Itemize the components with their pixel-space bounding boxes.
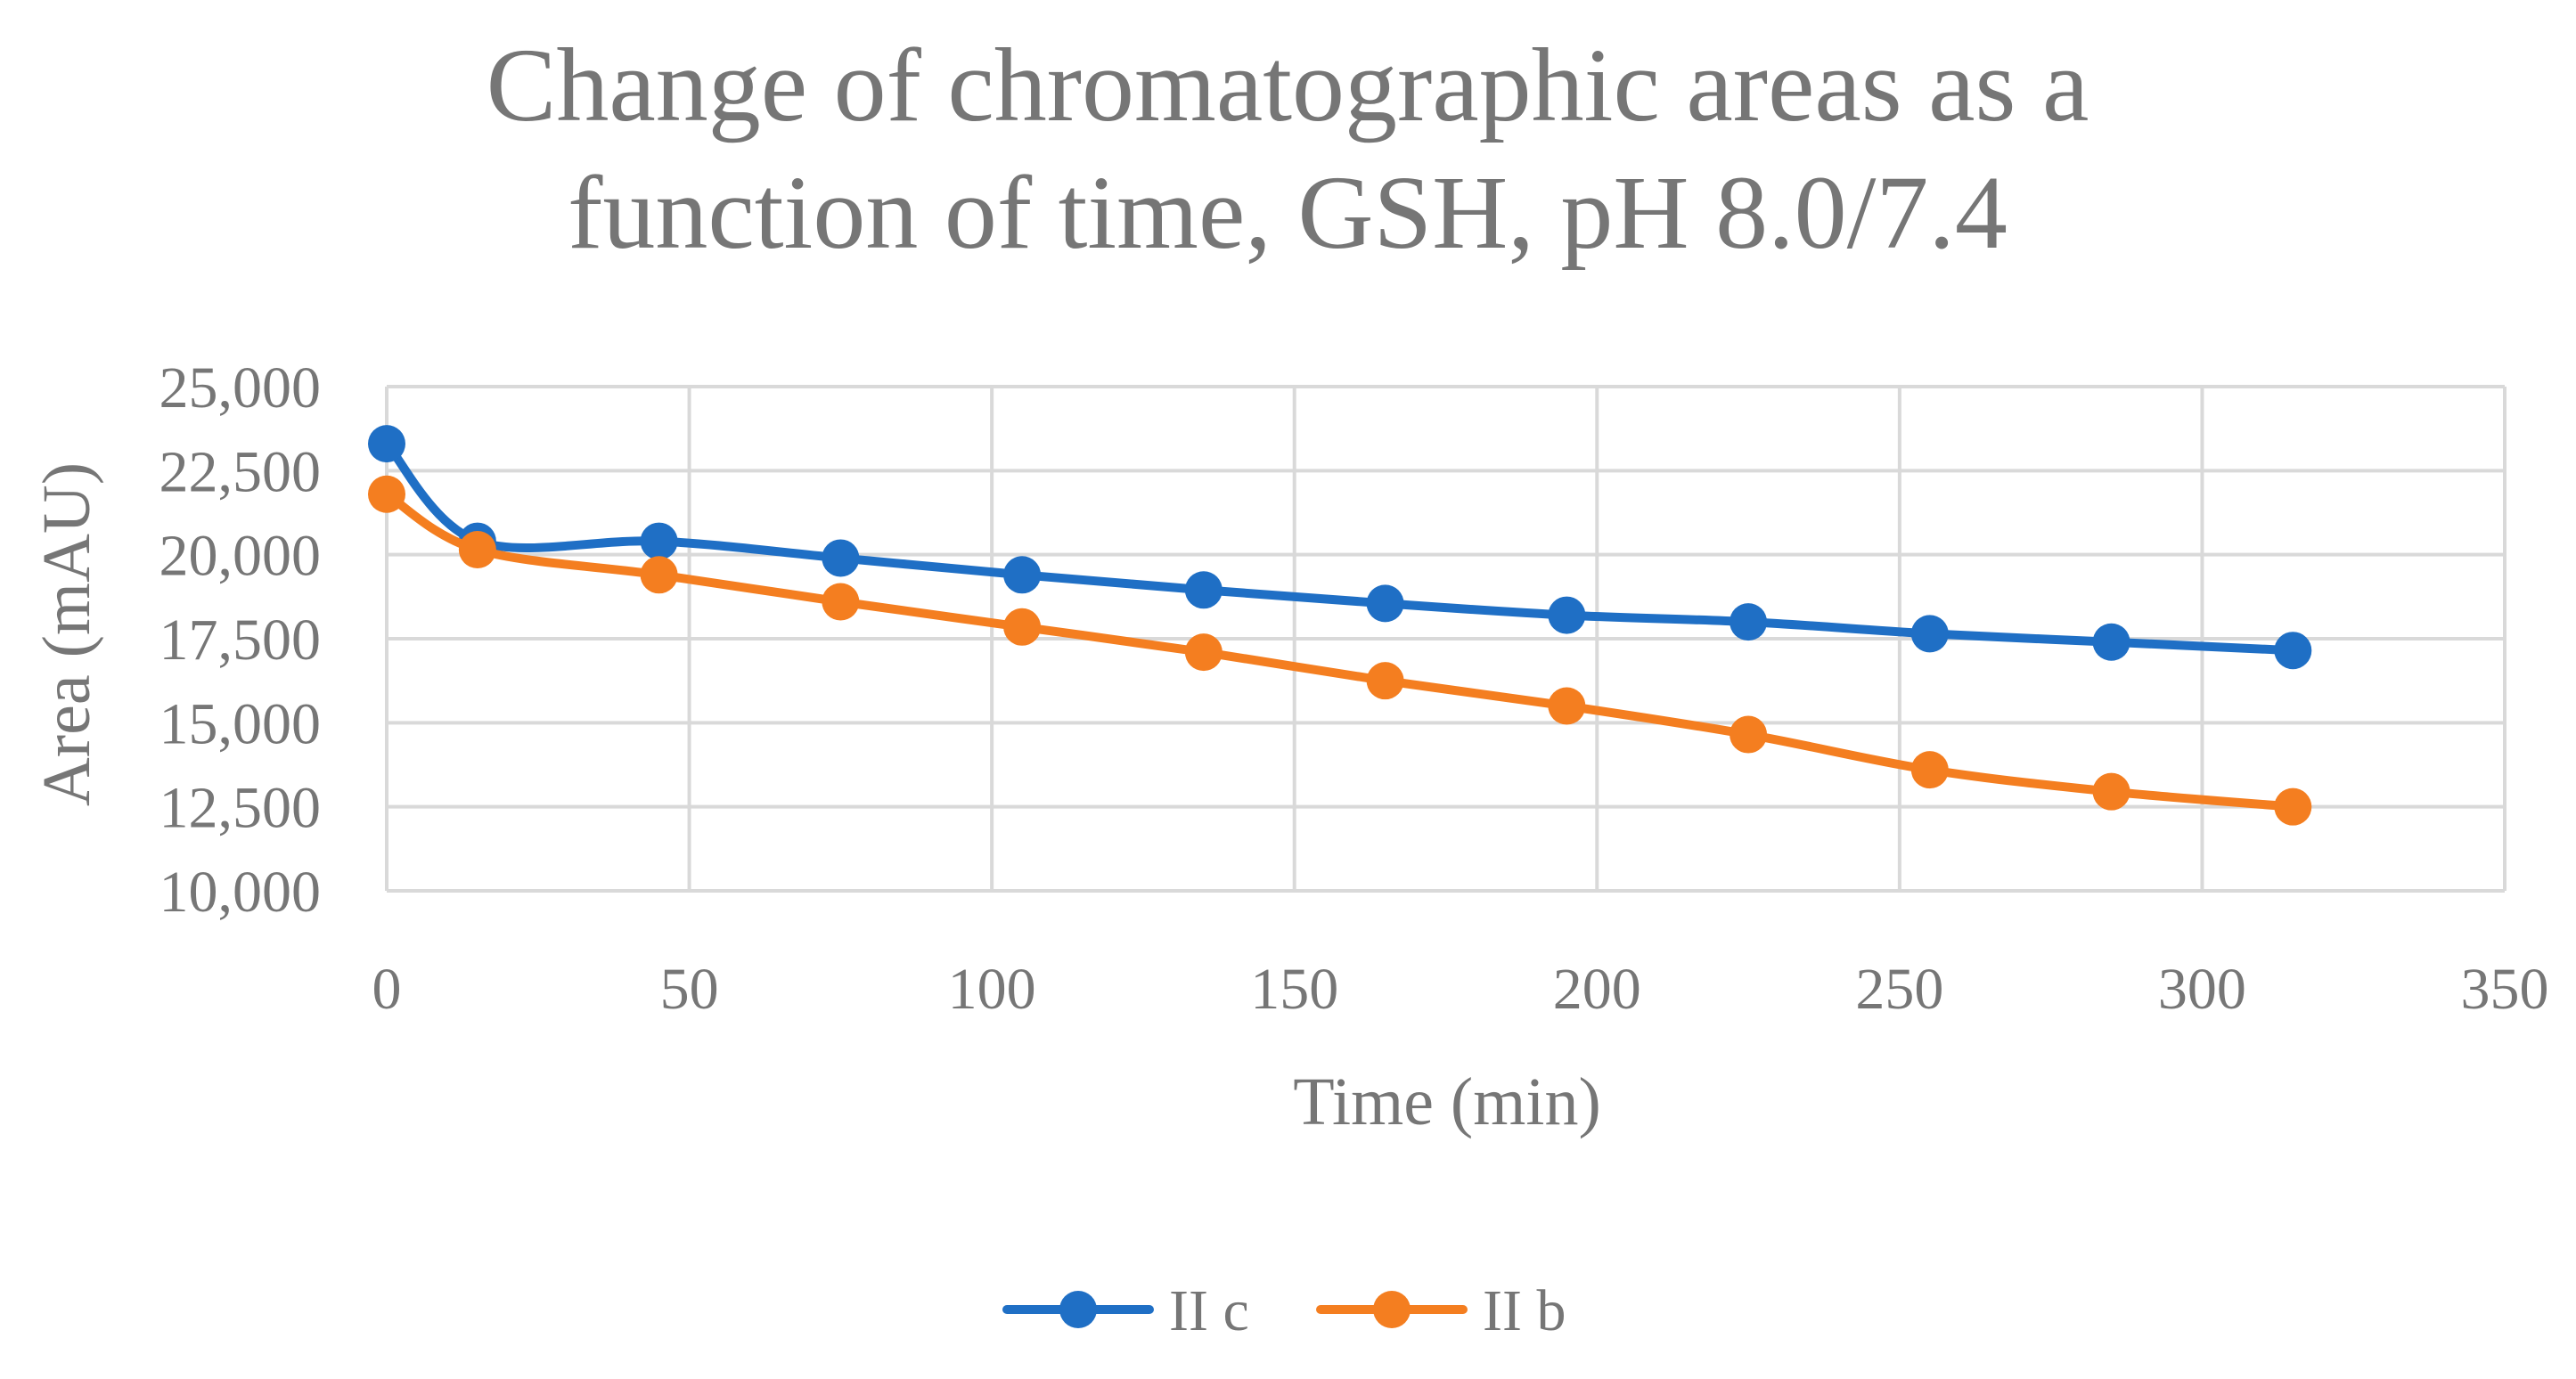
legend-item-ii-c: II c [1002,1278,1249,1343]
data-point-ii-c [640,522,678,560]
data-point-ii-b [368,475,405,513]
data-point-ii-c [1184,571,1223,609]
y-tick-label: 20,000 [159,524,322,589]
data-point-ii-c [822,539,860,577]
x-axis-ticks: 0 50 100 150 200 250 300 350 [372,957,2549,1022]
y-axis-ticks: 10,000 12,500 15,000 17,500 20,000 22,500 25,0… [159,355,322,925]
legend-label: II c [1169,1278,1249,1343]
grid [385,385,2506,893]
chart-title-line: function of time, GSH, pH 8.0/7.4 [568,154,2008,271]
data-point-ii-b [1548,687,1586,725]
chart-title: Change of chromatographic areas as afunc… [487,27,2089,271]
data-point-ii-b [1003,608,1042,646]
data-point-ii-b [2274,787,2312,826]
y-tick-label: 12,500 [159,776,322,841]
data-point-ii-b [1730,715,1768,754]
data-point-ii-c [368,425,405,463]
data-point-ii-c [1548,596,1586,634]
legend-label: II b [1483,1278,1566,1343]
data-point-ii-c [1366,584,1404,623]
x-tick-label: 200 [1553,957,1641,1022]
data-point-ii-b [458,531,496,569]
x-tick-label: 350 [2461,957,2549,1022]
legend-swatch-marker [1059,1291,1097,1328]
x-tick-label: 150 [1250,957,1338,1022]
legend-swatch-marker [1373,1291,1411,1328]
y-tick-label: 10,000 [159,860,322,925]
data-point-ii-c [1730,603,1768,641]
data-point-ii-b [2092,772,2130,811]
series-ii-b [368,475,2312,826]
legend-item-ii-b: II b [1316,1278,1566,1343]
data-point-ii-c [2092,623,2130,661]
data-point-ii-b [1910,751,1949,789]
series [368,425,2312,826]
data-point-ii-b [1184,633,1223,672]
y-tick-label: 22,500 [159,439,322,504]
legend: II c II b [1002,1278,1566,1343]
y-tick-label: 15,000 [159,691,322,756]
data-point-ii-c [1003,556,1042,594]
y-tick-label: 25,000 [159,355,322,420]
data-point-ii-b [1366,662,1404,700]
y-axis-title: Area (mAU) [29,462,104,806]
x-tick-label: 250 [1855,957,1943,1022]
x-tick-label: 300 [2158,957,2246,1022]
data-point-ii-b [640,556,678,594]
series-ii-c [368,425,2312,670]
x-axis-title: Time (min) [1293,1065,1601,1139]
y-tick-label: 17,500 [159,608,322,673]
data-point-ii-c [2274,632,2312,670]
data-point-ii-c [1910,615,1949,653]
chart-title-line: Change of chromatographic areas as a [487,27,2089,143]
x-tick-label: 50 [660,957,719,1022]
x-tick-label: 100 [948,957,1036,1022]
data-point-ii-b [822,583,860,621]
x-tick-label: 0 [372,957,402,1022]
